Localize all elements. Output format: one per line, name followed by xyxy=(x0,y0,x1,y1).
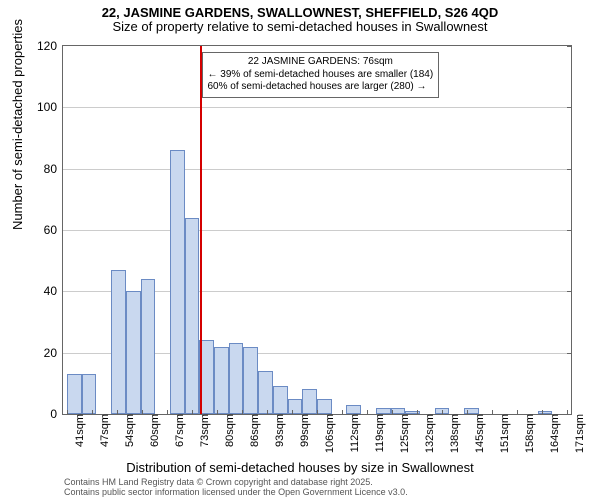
histogram-bar xyxy=(199,340,214,414)
histogram-bar xyxy=(258,371,273,414)
y-axis-label: Number of semi-detached properties xyxy=(10,19,25,230)
info-line-3: 60% of semi-detached houses are larger (… xyxy=(208,81,434,94)
histogram-bar xyxy=(67,374,82,414)
x-tick-label: 60sqm xyxy=(146,414,161,447)
x-tick-mark xyxy=(317,410,318,415)
x-tick-mark xyxy=(267,410,268,415)
x-tick-label: 41sqm xyxy=(71,414,86,447)
x-tick-label: 112sqm xyxy=(346,414,361,452)
y-tick-mark xyxy=(567,107,572,108)
x-tick-mark xyxy=(467,410,468,415)
x-tick-mark xyxy=(92,410,93,415)
x-tick-label: 86sqm xyxy=(246,414,261,447)
histogram-bar xyxy=(302,389,317,414)
y-tick-label: 0 xyxy=(50,407,63,421)
histogram-bar xyxy=(126,291,141,414)
x-tick-mark xyxy=(417,410,418,415)
x-tick-label: 171sqm xyxy=(571,414,586,453)
info-line-1: 22 JASMINE GARDENS: 76sqm xyxy=(208,56,434,69)
info-line-2: ← 39% of semi-detached houses are smalle… xyxy=(208,69,434,82)
x-tick-mark xyxy=(542,410,543,415)
x-tick-mark xyxy=(142,410,143,415)
plot-area: 02040608010012041sqm47sqm54sqm60sqm67sqm… xyxy=(62,45,572,415)
x-tick-mark xyxy=(367,410,368,415)
x-tick-label: 54sqm xyxy=(121,414,136,447)
x-tick-mark xyxy=(342,410,343,415)
y-tick-label: 120 xyxy=(37,39,63,53)
x-tick-mark xyxy=(567,410,568,415)
y-tick-mark xyxy=(567,353,572,354)
x-tick-label: 119sqm xyxy=(371,414,386,452)
histogram-bar xyxy=(346,405,361,414)
attribution-line-2: Contains public sector information licen… xyxy=(64,488,408,498)
y-tick-label: 100 xyxy=(37,100,63,114)
x-tick-mark xyxy=(192,410,193,415)
y-tick-mark xyxy=(567,169,572,170)
x-tick-mark xyxy=(117,410,118,415)
x-tick-mark xyxy=(517,410,518,415)
x-tick-label: 47sqm xyxy=(96,414,111,447)
x-tick-mark xyxy=(442,410,443,415)
x-tick-mark xyxy=(67,410,68,415)
x-tick-label: 80sqm xyxy=(221,414,236,447)
x-tick-label: 73sqm xyxy=(196,414,211,447)
histogram-bar xyxy=(82,374,97,414)
x-tick-label: 145sqm xyxy=(471,414,486,453)
reference-line xyxy=(200,46,202,414)
x-tick-label: 158sqm xyxy=(521,414,536,453)
histogram-bar xyxy=(185,218,200,414)
histogram-bar xyxy=(170,150,185,414)
x-tick-label: 93sqm xyxy=(271,414,286,447)
x-tick-mark xyxy=(492,410,493,415)
x-tick-label: 99sqm xyxy=(296,414,311,447)
gridline xyxy=(63,169,571,170)
histogram-bar xyxy=(288,399,303,414)
y-tick-label: 80 xyxy=(44,162,63,176)
histogram-bar xyxy=(273,386,288,414)
histogram-bar xyxy=(229,343,244,414)
x-tick-label: 151sqm xyxy=(496,414,511,453)
histogram-bar xyxy=(214,347,229,414)
x-axis-label: Distribution of semi-detached houses by … xyxy=(0,460,600,475)
reference-info-box: 22 JASMINE GARDENS: 76sqm ← 39% of semi-… xyxy=(202,52,440,98)
y-tick-mark xyxy=(567,46,572,47)
x-tick-mark xyxy=(242,410,243,415)
y-tick-mark xyxy=(567,291,572,292)
histogram-bar xyxy=(243,347,258,414)
gridline xyxy=(63,230,571,231)
x-tick-mark xyxy=(392,410,393,415)
y-tick-label: 60 xyxy=(44,223,63,237)
chart-title-line1: 22, JASMINE GARDENS, SWALLOWNEST, SHEFFI… xyxy=(0,0,600,20)
x-tick-label: 67sqm xyxy=(171,414,186,447)
y-tick-mark xyxy=(567,230,572,231)
histogram-bar xyxy=(141,279,156,414)
x-tick-mark xyxy=(217,410,218,415)
histogram-bar xyxy=(111,270,126,414)
x-tick-label: 106sqm xyxy=(321,414,336,453)
x-tick-label: 132sqm xyxy=(421,414,436,453)
x-tick-label: 138sqm xyxy=(446,414,461,453)
attribution-text: Contains HM Land Registry data © Crown c… xyxy=(64,478,408,498)
chart-title-line2: Size of property relative to semi-detach… xyxy=(0,20,600,34)
y-tick-label: 40 xyxy=(44,284,63,298)
x-tick-label: 164sqm xyxy=(546,414,561,453)
histogram-bar xyxy=(317,399,332,414)
y-tick-label: 20 xyxy=(44,346,63,360)
x-tick-label: 125sqm xyxy=(396,414,411,453)
x-tick-mark xyxy=(292,410,293,415)
gridline xyxy=(63,107,571,108)
x-tick-mark xyxy=(167,410,168,415)
